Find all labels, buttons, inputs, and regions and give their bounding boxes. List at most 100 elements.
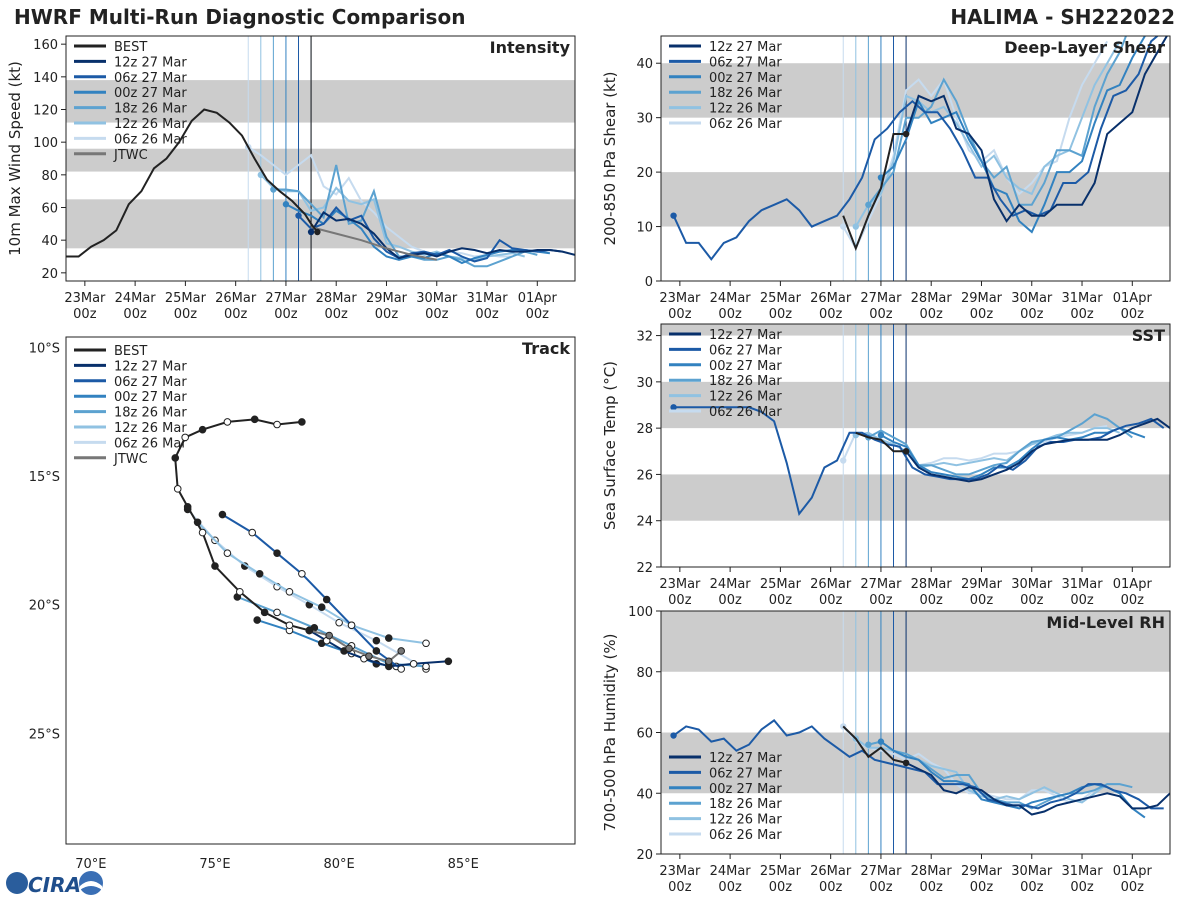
legend-label: 06z 26 Mar xyxy=(114,436,187,451)
x-tick-day: 25Mar xyxy=(760,864,802,879)
x-tick-hour: 00z xyxy=(325,307,349,322)
x-tick-day: 28Mar xyxy=(911,291,953,306)
track-jtwc-point-2 xyxy=(345,644,353,653)
track-lat-label: 20°S xyxy=(29,599,60,614)
track-best-point-14 xyxy=(305,626,314,635)
x-tick-hour: 00z xyxy=(819,593,843,608)
sst-panel: 22242628303223Mar00z24Mar00z25Mar00z26Ma… xyxy=(601,323,1171,608)
track-best-point-10 xyxy=(211,562,219,570)
series-init-marker-1 xyxy=(295,212,302,219)
legend-label: 12z 26 Mar xyxy=(709,102,782,117)
track-best-point-7 xyxy=(173,485,182,493)
legend-label: 06z 26 Mar xyxy=(114,132,187,147)
y-tick-label: 20 xyxy=(636,166,653,181)
x-tick-hour: 00z xyxy=(668,880,692,895)
track-run-1-point-1 xyxy=(248,528,257,537)
x-tick-hour: 00z xyxy=(224,307,248,322)
x-tick-hour: 00z xyxy=(869,880,893,895)
track-best-point-13 xyxy=(285,621,294,630)
legend-label: 18z 26 Mar xyxy=(709,797,782,812)
x-tick-hour: 00z xyxy=(668,307,692,322)
track-best-point-11 xyxy=(236,587,244,596)
x-tick-day: 24Mar xyxy=(115,291,157,306)
x-tick-day: 25Mar xyxy=(165,291,207,306)
x-tick-hour: 00z xyxy=(920,307,944,322)
x-tick-day: 29Mar xyxy=(961,291,1003,306)
series-init-marker-1 xyxy=(670,212,677,219)
series-line-0 xyxy=(905,762,1170,816)
x-tick-day: 30Mar xyxy=(1011,864,1053,879)
x-tick-hour: 00z xyxy=(920,880,944,895)
x-tick-day: 26Mar xyxy=(810,864,852,879)
track-best-point-8 xyxy=(183,503,192,511)
x-tick-hour: 00z xyxy=(819,880,843,895)
series-init-marker-4 xyxy=(852,223,860,230)
legend-label: 06z 27 Mar xyxy=(709,55,782,70)
x-tick-hour: 00z xyxy=(769,880,793,895)
y-tick-label: 40 xyxy=(636,787,653,802)
track-frame xyxy=(65,336,576,845)
x-tick-day: 01Apr xyxy=(1113,291,1153,306)
y-axis-label: 700-500 hPa Humidity (%) xyxy=(601,633,619,831)
x-tick-hour: 00z xyxy=(970,307,994,322)
x-tick-hour: 00z xyxy=(526,307,550,322)
x-tick-hour: 00z xyxy=(970,880,994,895)
x-tick-day: 23Mar xyxy=(659,577,701,592)
plot-frame xyxy=(660,35,1171,282)
track-run-4-point-4 xyxy=(317,603,326,612)
y-tick-label: 60 xyxy=(636,727,653,742)
track-jtwc-point-1 xyxy=(325,631,333,640)
x-tick-hour: 00z xyxy=(375,307,399,322)
x-tick-day: 23Mar xyxy=(659,864,701,879)
series-init-marker-5 xyxy=(840,457,847,464)
x-tick-day: 27Mar xyxy=(860,291,902,306)
x-tick-day: 29Mar xyxy=(961,577,1003,592)
storm-id: HALIMA - SH222022 xyxy=(950,5,1175,29)
track-run-1-point-3 xyxy=(298,569,306,578)
track-run-1-point-2 xyxy=(273,549,281,557)
best-line xyxy=(842,725,907,764)
series-line-2 xyxy=(880,740,1146,819)
x-tick-hour: 00z xyxy=(73,307,97,322)
x-tick-hour: 00z xyxy=(769,307,793,322)
shear-panel: 01020304023Mar00z24Mar00z25Mar00z26Mar00… xyxy=(601,35,1171,322)
panel-title: Intensity xyxy=(490,38,571,57)
shaded-band-1 xyxy=(661,611,1170,672)
x-tick-day: 28Mar xyxy=(911,577,953,592)
best-line xyxy=(66,108,319,258)
x-tick-day: 27Mar xyxy=(265,291,307,306)
cira-logo-text: CIRA xyxy=(28,873,81,897)
track-run-1-point-0 xyxy=(218,510,227,519)
x-tick-day: 29Mar xyxy=(366,291,408,306)
plot-area xyxy=(66,36,575,281)
x-tick-day: 24Mar xyxy=(710,577,752,592)
legend-label: 12z 27 Mar xyxy=(709,751,782,766)
x-tick-day: 24Mar xyxy=(710,864,752,879)
series-init-marker-1 xyxy=(670,732,677,739)
plot-area xyxy=(661,36,1170,281)
track-run-1-point-6 xyxy=(372,647,381,655)
track-lon-label: 70°E xyxy=(75,857,106,872)
x-tick-day: 25Mar xyxy=(760,291,802,306)
x-tick-day: 31Mar xyxy=(466,291,508,306)
y-tick-label: 80 xyxy=(636,666,653,681)
y-axis-label: 200-850 hPa Shear (kt) xyxy=(601,72,619,246)
shaded-band-2 xyxy=(66,80,575,123)
x-tick-day: 26Mar xyxy=(215,291,257,306)
series-line-1 xyxy=(672,36,1159,261)
track-run-4-point-6 xyxy=(384,634,393,642)
series-line-1 xyxy=(673,719,1164,810)
y-tick-label: 40 xyxy=(636,57,653,72)
y-tick-label: 160 xyxy=(33,38,58,53)
y-tick-label: 40 xyxy=(41,234,58,249)
legend-label: 12z 27 Mar xyxy=(709,40,782,55)
shaded-band-1 xyxy=(66,148,575,172)
x-tick-day: 27Mar xyxy=(860,577,902,592)
legend-label: 00z 27 Mar xyxy=(709,782,782,797)
x-tick-hour: 00z xyxy=(1070,880,1094,895)
panel-title: SST xyxy=(1132,326,1165,345)
track-run-5 xyxy=(186,508,427,670)
legend-label: JTWC xyxy=(113,148,148,163)
jtwc-line xyxy=(310,226,437,261)
